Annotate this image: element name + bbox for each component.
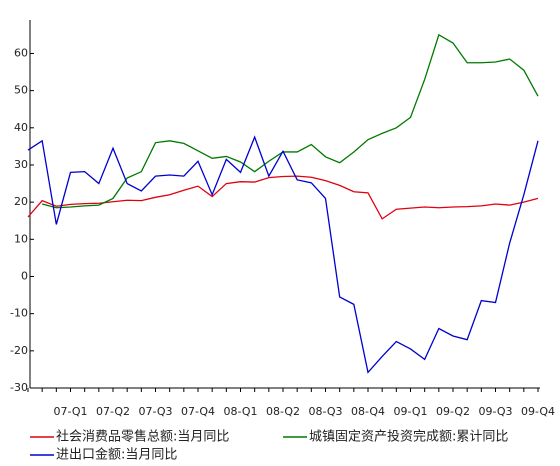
legend-label: 社会消费品零售总额:当月同比 bbox=[56, 429, 229, 445]
series-line bbox=[27, 175, 539, 220]
y-tick-label: 30 bbox=[14, 158, 28, 171]
y-tick-label: 40 bbox=[14, 121, 28, 134]
x-tick-label: 09-Q3 bbox=[478, 405, 512, 418]
y-tick-label: 0 bbox=[21, 269, 28, 282]
x-tick-label: 08-Q1 bbox=[223, 405, 257, 418]
x-tick-label: 07-Q3 bbox=[138, 405, 172, 418]
x-tick-label: 09-Q2 bbox=[436, 405, 470, 418]
y-tick-label: -10 bbox=[10, 307, 28, 320]
y-tick-label: 10 bbox=[14, 232, 28, 245]
legend-label: 进出口金额:当月同比 bbox=[56, 447, 177, 463]
x-tick-label: 09-Q1 bbox=[393, 405, 427, 418]
legend-label: 城镇固定资产投资完成额:累计同比 bbox=[309, 429, 508, 445]
y-tick-label: -20 bbox=[10, 344, 28, 357]
y-tick-label: 20 bbox=[14, 195, 28, 208]
x-tick-label: 08-Q4 bbox=[351, 405, 385, 418]
x-tick-label: 08-Q2 bbox=[266, 405, 300, 418]
x-tick-label: 08-Q3 bbox=[308, 405, 342, 418]
series-line bbox=[27, 135, 539, 374]
x-tick-label: 09-Q4 bbox=[521, 405, 555, 418]
y-tick-label: 50 bbox=[14, 84, 28, 97]
x-tick-label: 07-Q2 bbox=[96, 405, 130, 418]
y-tick-label: 60 bbox=[14, 46, 28, 59]
x-tick-label: 07-Q1 bbox=[53, 405, 87, 418]
series-line bbox=[42, 33, 539, 209]
y-tick-label: -30 bbox=[10, 381, 28, 394]
x-tick-label: 07-Q4 bbox=[181, 405, 215, 418]
